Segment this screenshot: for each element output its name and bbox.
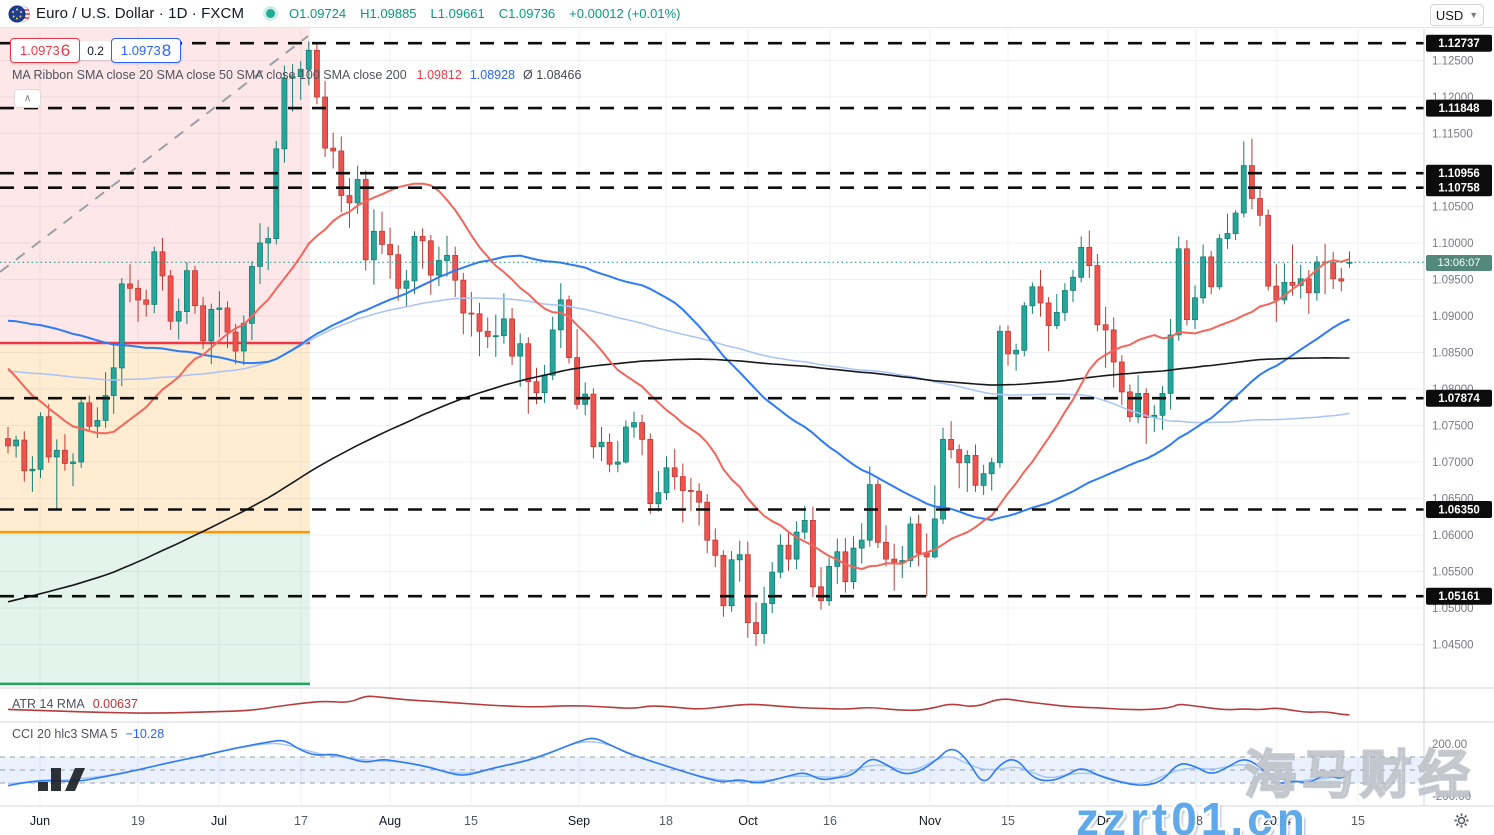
cci-line [7, 737, 1351, 787]
trendline[interactable] [0, 35, 309, 273]
svg-text:15: 15 [1351, 814, 1365, 828]
buy-price-big-digit: 8 [161, 40, 172, 60]
tradingview-logo[interactable] [38, 768, 86, 792]
svg-text:1.06000: 1.06000 [1432, 530, 1474, 542]
svg-text:1.10000: 1.10000 [1432, 238, 1474, 250]
svg-text:1.05000: 1.05000 [1432, 603, 1474, 615]
svg-text:Oct: Oct [738, 814, 758, 828]
pane-separators[interactable] [0, 29, 1494, 807]
cci-title: CCI 20 hlc3 SMA 5 [12, 727, 118, 741]
sell-price-big-digit: 6 [60, 40, 71, 60]
svg-text:Jun: Jun [30, 814, 50, 828]
svg-text:1.07874: 1.07874 [1438, 393, 1480, 405]
collapse-legend-button[interactable]: ∧ [14, 89, 41, 108]
currency-label: USD [1435, 7, 1464, 23]
svg-text:1.09500: 1.09500 [1432, 275, 1474, 287]
time-axis[interactable]: Jun 19 Jul 17 Aug 15 Sep 18 Oct 16 Nov 15 Dec 18 2024 1… [30, 814, 1365, 828]
svg-text:1.10956: 1.10956 [1438, 168, 1480, 180]
sma50-value: 1.08928 [469, 68, 516, 82]
svg-text:1.09000: 1.09000 [1432, 311, 1474, 323]
svg-text:1.12500: 1.12500 [1432, 56, 1474, 68]
svg-text:16: 16 [823, 814, 837, 828]
svg-text:1.08500: 1.08500 [1432, 348, 1474, 360]
position-zones[interactable] [0, 27, 310, 686]
trade-panel: 1.0973 6 0.2 1.0973 8 [10, 38, 182, 63]
bar-countdown-label: 13:06:07 [1426, 255, 1492, 271]
svg-text:Aug: Aug [379, 814, 401, 828]
svg-text:Sep: Sep [568, 814, 590, 828]
chevron-down-icon: ▼ [1469, 10, 1479, 20]
svg-text:1.04500: 1.04500 [1432, 640, 1474, 652]
svg-text:1.10500: 1.10500 [1432, 202, 1474, 214]
svg-text:1.12737: 1.12737 [1438, 38, 1480, 50]
currency-dropdown[interactable]: USD ▼ [1430, 4, 1484, 26]
svg-text:18: 18 [1189, 814, 1203, 828]
market-open-dot-icon[interactable] [266, 9, 276, 18]
svg-text:2024: 2024 [1263, 814, 1291, 828]
ma-line-200[interactable] [7, 356, 1350, 603]
svg-text:15: 15 [464, 814, 478, 828]
ma-ribbon-legend[interactable]: MA Ribbon SMA close 20 SMA close 50 SMA … [12, 68, 581, 82]
sma200-value: Ø 1.08466 [523, 68, 582, 82]
svg-text:17: 17 [294, 814, 308, 828]
svg-text:18: 18 [659, 814, 673, 828]
buy-button[interactable]: 1.0973 8 [110, 38, 182, 63]
price-axis[interactable]: 1.125001.120001.115001.105001.100001.095… [1426, 34, 1492, 803]
cci-legend[interactable]: CCI 20 hlc3 SMA 5 −10.28 [12, 727, 164, 741]
spread-value: 0.2 [80, 41, 111, 60]
cci-value: −10.28 [125, 727, 165, 741]
svg-text:Dec: Dec [1097, 814, 1119, 828]
ma-line-20[interactable] [7, 182, 1350, 570]
svg-text:Jul: Jul [211, 814, 227, 828]
svg-text:1.11848: 1.11848 [1439, 103, 1481, 115]
chart-header: Euro / U.S. Dollar · 1D · FXCM O1.09724 … [0, 0, 1494, 28]
svg-text:1.07000: 1.07000 [1432, 457, 1474, 469]
svg-text:-200.00: -200.00 [1432, 791, 1471, 803]
atr-value: 0.00637 [92, 697, 138, 711]
svg-text:1.06350: 1.06350 [1438, 505, 1480, 517]
ohlc-open: O1.09724 [289, 6, 347, 21]
ohlc-close: C1.09736 [498, 6, 556, 21]
ma-line-50[interactable] [7, 254, 1350, 521]
svg-text:1.05161: 1.05161 [1438, 591, 1480, 603]
svg-text:Nov: Nov [919, 814, 942, 828]
ma-ribbon-title: MA Ribbon SMA close 20 SMA close 50 SMA … [12, 68, 407, 82]
chevron-up-icon: ∧ [23, 93, 32, 104]
eurusd-pair-icon [8, 5, 30, 22]
spread-label: 0.2 [87, 43, 104, 58]
svg-text:1.07500: 1.07500 [1432, 421, 1474, 433]
svg-text:1.11500: 1.11500 [1432, 129, 1473, 141]
svg-text:1.10758: 1.10758 [1438, 183, 1480, 195]
svg-text:200.00: 200.00 [1432, 739, 1467, 751]
svg-text:1.05500: 1.05500 [1432, 567, 1474, 579]
sell-price: 1.0973 [20, 43, 60, 58]
atr-title: ATR 14 RMA [12, 697, 85, 711]
ma-line-100[interactable] [7, 297, 1350, 424]
atr-line [7, 695, 1350, 716]
key-level-lines[interactable] [0, 41, 1424, 598]
sell-button[interactable]: 1.0973 6 [10, 38, 81, 63]
settings-gear-icon[interactable] [1448, 810, 1474, 831]
ohlc-change: +0.00012 (+0.01%) [569, 6, 681, 21]
svg-text:19: 19 [131, 814, 145, 828]
buy-price: 1.0973 [120, 43, 161, 58]
sma20-value: 1.09812 [416, 68, 462, 82]
ohlc-low: L1.09661 [430, 6, 485, 21]
symbol-title[interactable]: Euro / U.S. Dollar · 1D · FXCM [36, 5, 245, 22]
atr-legend[interactable]: ATR 14 RMA 0.00637 [12, 697, 138, 711]
ohlc-high: H1.09885 [360, 6, 417, 21]
svg-text:15: 15 [1001, 814, 1015, 828]
